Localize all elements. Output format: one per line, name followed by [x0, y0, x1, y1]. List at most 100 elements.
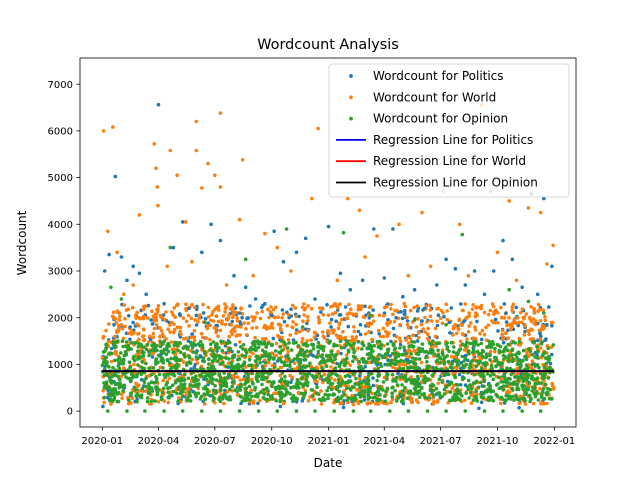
data-point [154, 315, 158, 320]
data-point [305, 349, 309, 353]
data-point [423, 315, 427, 320]
data-point [479, 337, 484, 342]
data-point [293, 306, 298, 310]
data-point [338, 384, 343, 388]
data-point [192, 338, 197, 343]
data-point [154, 323, 159, 327]
data-point [156, 203, 160, 208]
data-point [218, 111, 223, 115]
data-point [113, 341, 117, 345]
data-point [361, 315, 366, 319]
data-point [288, 364, 292, 368]
data-point [130, 305, 135, 310]
data-point [190, 259, 194, 264]
data-point [428, 314, 433, 319]
data-point [510, 388, 515, 392]
data-point [444, 342, 448, 346]
data-point [340, 381, 344, 385]
data-point [240, 315, 244, 320]
data-point [141, 314, 146, 319]
data-point [291, 338, 296, 342]
data-point [107, 322, 111, 326]
data-point [158, 340, 163, 344]
data-point [119, 351, 123, 355]
data-point [466, 330, 471, 334]
data-point [334, 333, 339, 337]
data-point [189, 316, 194, 321]
data-point [128, 337, 132, 342]
data-point [109, 388, 114, 393]
data-point [455, 362, 460, 366]
data-point [280, 316, 285, 320]
data-point [338, 339, 343, 344]
data-point [451, 383, 456, 388]
data-point [116, 323, 121, 328]
data-point [551, 320, 555, 325]
data-point [206, 382, 210, 387]
data-point [325, 376, 330, 381]
data-point [306, 304, 310, 308]
data-point [459, 360, 464, 365]
data-point [403, 304, 408, 309]
data-point [395, 375, 399, 380]
data-point [156, 387, 161, 392]
data-point [526, 299, 531, 304]
data-point [523, 329, 527, 334]
data-point [409, 352, 413, 356]
data-point [528, 317, 532, 321]
data-point [511, 340, 516, 344]
data-point [435, 323, 440, 328]
data-point [539, 400, 544, 405]
data-point [546, 359, 551, 363]
data-point [224, 356, 228, 360]
data-point [171, 330, 176, 335]
data-point [456, 326, 460, 331]
data-point [520, 372, 525, 377]
data-point [437, 341, 442, 345]
data-point [525, 329, 530, 333]
data-point [102, 269, 107, 273]
data-point [538, 337, 543, 342]
data-point [412, 382, 416, 386]
data-point [457, 317, 462, 322]
data-point [144, 292, 148, 297]
data-point [131, 283, 135, 287]
data-point [172, 327, 177, 332]
data-point [466, 273, 471, 278]
data-point [316, 315, 321, 320]
data-point [158, 344, 163, 349]
data-point [210, 313, 214, 317]
data-point [511, 357, 515, 361]
data-point [115, 330, 119, 335]
data-point [260, 305, 264, 310]
data-point [352, 341, 356, 346]
data-point [263, 323, 267, 328]
data-point [329, 365, 333, 369]
data-point [244, 327, 248, 331]
data-point [431, 339, 435, 343]
data-point [510, 257, 515, 262]
data-point [162, 301, 166, 306]
data-point [164, 310, 168, 314]
data-point [546, 376, 551, 380]
data-point [338, 334, 343, 339]
data-point [417, 346, 422, 351]
data-point [512, 398, 516, 402]
data-point [375, 378, 379, 383]
data-point [300, 348, 305, 352]
data-point [235, 319, 240, 323]
data-point [473, 325, 477, 329]
data-point [496, 375, 501, 380]
data-point [281, 259, 286, 264]
data-point [368, 313, 373, 318]
data-point [510, 309, 515, 314]
data-point [113, 358, 117, 363]
data-point [154, 357, 158, 362]
data-point [404, 338, 409, 342]
data-point [115, 392, 119, 396]
data-point [386, 347, 391, 352]
data-point [501, 335, 506, 340]
data-point [280, 335, 284, 340]
x-tick-label: 2020-01 [81, 436, 123, 447]
data-point [111, 310, 116, 315]
